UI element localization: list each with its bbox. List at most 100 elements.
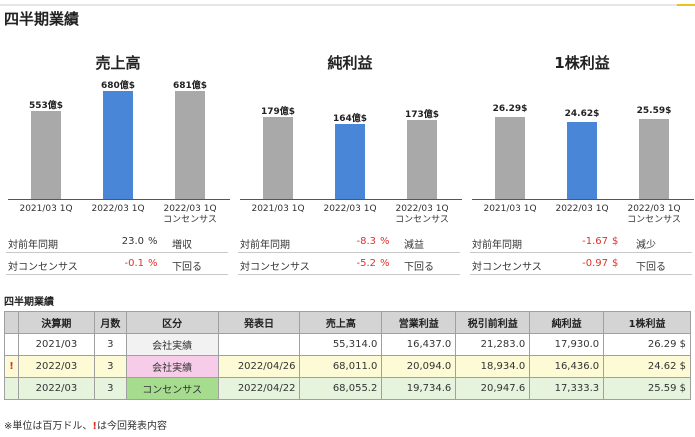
table-cell-eps: 25.59 $ [603,377,691,400]
stat-word: 増収 [172,240,192,251]
chart-title: 純利益 [327,54,373,72]
header-divider [0,4,695,6]
stat-unit: % [380,258,390,269]
quarterly-results-table: 決算期 月数 区分 発表日 売上高 営業利益 税引前利益 純利益 1株利益 2021/03 3 会社… [4,311,691,400]
bar-data-label: 24.62$ [564,109,600,119]
table-cell-net: 17,930.0 [529,333,605,356]
stat-row: 対前年同期 -1.67 $ 減少 [470,231,692,253]
bar [103,91,133,199]
table-cell-period: 2021/03 [17,333,95,356]
stat-word: 下回る [404,262,434,273]
chart-panel: 純利益 179億$ 2021/03 1Q 164億$ 2022/03 1Q 173億$ 20… [236,38,464,278]
table-cell-months: 3 [93,377,127,400]
bar-data-label: 164億$ [332,114,368,124]
x-tick-line-2: コンセンサス [395,215,449,225]
stat-unit: % [148,258,158,269]
bar-data-label: 681億$ [172,81,208,91]
x-tick-label: 2022/03 1Q コンセンサス [614,204,694,226]
stat-value: -8.3 [356,236,376,247]
table-cell-date: 2022/04/26 [217,355,301,378]
bar [567,122,597,199]
bar [31,111,61,199]
stat-label: 対前年同期 [8,240,58,251]
table-cell-net: 16,436.0 [529,355,605,378]
chart-title: 売上高 [95,54,141,72]
bar-data-label: 179億$ [260,107,296,117]
stat-label: 対前年同期 [240,240,290,251]
stat-label: 対前年同期 [472,240,522,251]
column-header: 月数 [93,311,127,334]
table-cell-date: 2022/04/22 [217,377,301,400]
stat-row: 対コンセンサス -5.2% 下回る [238,253,460,275]
table-cell-mark: ! [4,355,19,378]
stat-label: 対コンセンサス [8,262,78,273]
stat-word: 減益 [404,240,424,251]
bar-data-label: 553億$ [28,101,64,111]
bar-plot [240,38,462,200]
chart-panel: 1株利益 26.29$ 2021/03 1Q 24.62$ 2022/03 1Q 25.5… [468,38,695,278]
table-cell-months: 3 [93,333,127,356]
column-header: 純利益 [529,311,605,334]
x-tick-line-1: 2021/03 1Q [251,204,305,214]
table-cell-sales: 55,314.0 [299,333,383,356]
footnote-text: ※単位は百万ドル、 [4,421,93,432]
table-row: 2022/03 3 コンセンサス 2022/04/22 68,055.2 19,734.6… [4,377,691,400]
footnote-text-2: は今回発表内容 [96,421,167,432]
table-header-row: 決算期 月数 区分 発表日 売上高 営業利益 税引前利益 純利益 1株利益 [4,311,691,334]
column-header: 1株利益 [603,311,691,334]
bar [639,119,669,199]
table-cell-net: 17,333.3 [529,377,605,400]
x-tick-line-2: コンセンサス [627,215,681,225]
x-tick-label: 2021/03 1Q [470,204,550,215]
x-tick-label: 2022/03 1Q [78,204,158,215]
x-tick-line-2: コンセンサス [163,215,217,225]
bar-plot [8,38,230,200]
bar-data-label: 680億$ [100,81,136,91]
table-cell-kbn: 会社実績 [125,333,219,356]
x-tick-label: 2022/03 1Q [310,204,390,215]
bar-plot [472,38,694,200]
table-row: ! 2022/03 3 会社実績 2022/04/26 68,011.0 20,094.0 1… [4,355,691,378]
stat-word: 減少 [636,240,656,251]
x-tick-line-1: 2022/03 1Q [323,204,377,214]
header-accent [677,4,695,6]
stat-row: 対前年同期 -8.3% 減益 [238,231,460,253]
stat-value: -0.97 [582,258,608,269]
footnote-mark: ! [92,421,97,432]
column-header: 区分 [125,311,219,334]
table-cell-sales: 68,011.0 [299,355,383,378]
table-row: 2021/03 3 会社実績 55,314.0 16,437.0 21,283.0 17,9… [4,333,691,356]
x-tick-label: 2022/03 1Q [542,204,622,215]
page-title: 四半期業績 [4,10,80,28]
column-header: 売上高 [299,311,383,334]
chart-panel: 売上高 553億$ 2021/03 1Q 680億$ 2022/03 1Q 681億$ 20… [4,38,232,278]
stat-value: -1.67 [582,236,608,247]
table-cell-months: 3 [93,355,127,378]
x-tick-line-1: 2022/03 1Q [163,204,217,214]
x-tick-line-1: 2022/03 1Q [627,204,681,214]
page-header: 四半期業績 [0,0,695,38]
table-cell-op: 20,094.0 [381,355,457,378]
stat-word: 下回る [172,262,202,273]
table-cell-pretax: 18,934.0 [455,355,531,378]
bar [263,117,293,199]
x-tick-label: 2021/03 1Q [238,204,318,215]
table-cell-period: 2022/03 [17,355,95,378]
bar [495,117,525,199]
table-cell-pretax: 20,947.6 [455,377,531,400]
table-cell-mark [4,377,19,400]
stat-value: -5.2 [356,258,376,269]
table-cell-sales: 68,055.2 [299,377,383,400]
stat-word: 下回る [636,262,666,273]
bar [407,120,437,199]
table-cell-pretax: 21,283.0 [455,333,531,356]
table-cell-kbn: コンセンサス [125,377,219,400]
bar [175,91,205,199]
stat-row: 対前年同期 23.0% 増収 [6,231,228,253]
stat-unit: % [148,236,158,247]
stat-unit: $ [612,258,619,269]
bar [335,124,365,199]
stat-row: 対コンセンサス -0.97 $ 下回る [470,253,692,275]
table-cell-mark [4,333,19,356]
stat-value: 23.0 [121,236,144,247]
